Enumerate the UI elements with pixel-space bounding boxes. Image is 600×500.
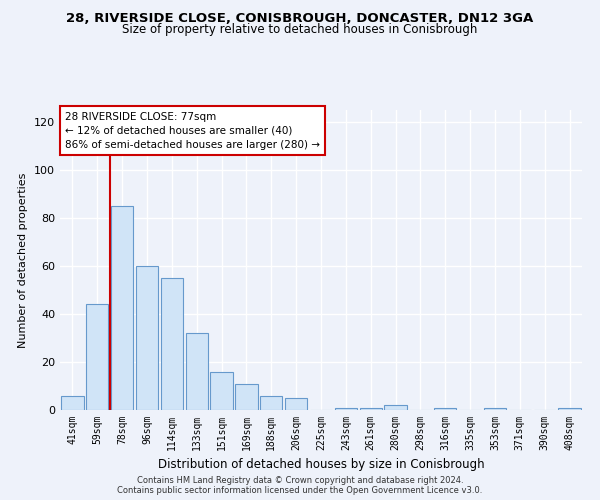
Text: 28, RIVERSIDE CLOSE, CONISBROUGH, DONCASTER, DN12 3GA: 28, RIVERSIDE CLOSE, CONISBROUGH, DONCAS…	[67, 12, 533, 26]
Text: Size of property relative to detached houses in Conisbrough: Size of property relative to detached ho…	[122, 22, 478, 36]
Text: Contains public sector information licensed under the Open Government Licence v3: Contains public sector information licen…	[118, 486, 482, 495]
Text: 28 RIVERSIDE CLOSE: 77sqm
← 12% of detached houses are smaller (40)
86% of semi-: 28 RIVERSIDE CLOSE: 77sqm ← 12% of detac…	[65, 112, 320, 150]
Bar	[111, 206, 133, 410]
Text: Contains HM Land Registry data © Crown copyright and database right 2024.: Contains HM Land Registry data © Crown c…	[137, 476, 463, 485]
Bar	[335, 408, 357, 410]
Bar	[185, 333, 208, 410]
Y-axis label: Number of detached properties: Number of detached properties	[19, 172, 28, 348]
Bar	[161, 278, 183, 410]
X-axis label: Distribution of detached houses by size in Conisbrough: Distribution of detached houses by size …	[158, 458, 484, 471]
Bar	[136, 266, 158, 410]
Bar	[260, 396, 283, 410]
Bar	[235, 384, 257, 410]
Bar	[61, 396, 83, 410]
Bar	[484, 408, 506, 410]
Bar	[285, 398, 307, 410]
Bar	[211, 372, 233, 410]
Bar	[559, 408, 581, 410]
Bar	[434, 408, 457, 410]
Bar	[385, 405, 407, 410]
Bar	[359, 408, 382, 410]
Bar	[86, 304, 109, 410]
